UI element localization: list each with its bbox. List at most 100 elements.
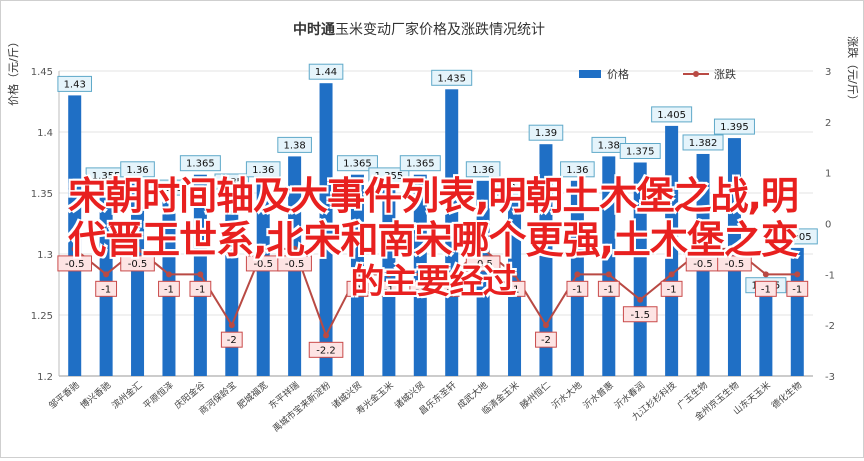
x-tick-label: 沂水普惠: [580, 379, 615, 411]
change-data-label: -1: [792, 284, 802, 295]
change-data-label: -0.5: [285, 259, 305, 270]
x-tick-label: 肥城福宽: [235, 379, 270, 411]
change-data-label: -1: [164, 284, 174, 295]
change-point: [480, 245, 487, 252]
change-data-label: -0.5: [473, 259, 493, 270]
change-point: [103, 271, 110, 278]
change-label-box: [95, 280, 118, 297]
change-point: [71, 245, 78, 252]
price-bar: [602, 156, 616, 376]
legend-line-label: 涨跌: [714, 67, 736, 81]
price-label-box: [308, 63, 344, 80]
change-point: [165, 271, 172, 278]
price-label-box: [651, 106, 693, 123]
price-data-label: 1.365: [343, 159, 372, 170]
change-data-label: -1: [352, 284, 362, 295]
price-data-label: 1.355: [375, 171, 404, 182]
change-data-label: -0.5: [725, 259, 745, 270]
axis-layer: [58, 71, 813, 377]
y-tick-right: -1: [825, 270, 835, 281]
change-data-label: -1: [604, 284, 614, 295]
price-label-box: [277, 136, 312, 153]
price-label-box: [713, 118, 755, 135]
price-label-box: [368, 167, 410, 184]
price-label-box: [528, 124, 564, 141]
change-point: [260, 245, 267, 252]
x-tick-label: 博兴香驰: [78, 379, 113, 411]
price-bar: [225, 193, 239, 376]
change-data-label: -1: [572, 284, 582, 295]
y-tick-right: 2: [825, 118, 831, 129]
price-label-box: [494, 179, 536, 196]
price-data-label: 1.35: [221, 177, 243, 188]
x-tick-label: 禹城市宝来新淀粉: [270, 379, 333, 434]
legend-line-marker: [693, 71, 699, 77]
y-tick-right: -3: [825, 372, 835, 383]
change-label-box: [465, 255, 501, 272]
chart-title: 中时通玉米变动厂家价格及涨跌情况统计: [293, 21, 545, 38]
change-label-box: [754, 280, 777, 297]
change-point: [637, 296, 644, 303]
x-tick-label: 平原恒泽: [141, 379, 176, 411]
price-data-label: 1.44: [315, 67, 337, 78]
change-label-box: [158, 280, 180, 297]
overlay-headline-line-2: 代晋王世系,北宋和南宋哪个更强,土木堡之变: [68, 218, 799, 262]
price-data-label: 1.36: [472, 165, 494, 176]
price-data-label: 1.36: [126, 165, 148, 176]
change-data-label: -1: [415, 284, 425, 295]
y-tick-left: 1.2: [37, 372, 53, 383]
change-point: [354, 271, 361, 278]
change-point: [511, 271, 518, 278]
price-data-label: 1.36: [252, 165, 274, 176]
price-bar: [319, 83, 333, 376]
price-label-box: [120, 161, 155, 178]
legend: 价格 涨跌: [579, 67, 736, 81]
change-point: [731, 245, 738, 252]
change-label-box: [346, 280, 369, 297]
price-data-label: 1.305: [783, 232, 812, 243]
change-label-box: [786, 280, 809, 297]
change-label-box: [597, 280, 620, 297]
change-label-box: [535, 331, 557, 348]
change-point: [448, 271, 455, 278]
price-label-box: [214, 173, 250, 190]
change-label-box: [57, 255, 93, 272]
label-layer: 1.43 1.355 1.36 1.345 1.365 1.35 1.36 1.38 1.44 1…: [57, 63, 818, 358]
change-data-label: -2: [227, 335, 237, 346]
price-bar: [68, 95, 82, 377]
change-data-label: -1: [447, 284, 457, 295]
change-point: [291, 245, 298, 252]
change-point: [605, 271, 612, 278]
change-label-box: [220, 331, 243, 348]
price-data-label: 1.43: [64, 79, 86, 90]
x-tick-label: 德化生物: [769, 379, 804, 411]
change-point: [385, 271, 392, 278]
change-point: [323, 332, 330, 339]
price-data-label: 1.345: [500, 183, 529, 194]
overlay-headline-line-1: 宋朝时间轴及大事件列表,明朝土木堡之战,明: [68, 174, 799, 218]
change-label-box: [308, 341, 344, 358]
change-point: [542, 322, 549, 329]
y-tick-left: 1.35: [31, 189, 53, 200]
x-tick-label: 沂水大地: [549, 379, 584, 411]
change-data-label: -1: [384, 284, 394, 295]
y-axis-right-title: 涨跌（元/斤）: [846, 36, 860, 106]
price-bar: [633, 162, 647, 376]
price-data-label: 1.345: [155, 183, 184, 194]
price-label-box: [245, 161, 281, 178]
price-bar: [131, 180, 145, 376]
price-data-label: 1.435: [437, 73, 466, 84]
price-bar: [570, 180, 584, 376]
y-tick-right: 1: [825, 169, 831, 180]
change-data-label: -2: [541, 335, 551, 346]
price-data-label: 1.375: [626, 147, 655, 158]
change-data-label: -1: [195, 284, 205, 295]
price-bar: [256, 180, 270, 376]
change-data-label: -1.5: [630, 310, 650, 321]
price-bar: [665, 125, 679, 377]
price-bar: [790, 247, 804, 376]
change-data-label: -1: [667, 284, 677, 295]
change-point: [700, 245, 707, 252]
legend-bar-swatch: [579, 70, 601, 78]
